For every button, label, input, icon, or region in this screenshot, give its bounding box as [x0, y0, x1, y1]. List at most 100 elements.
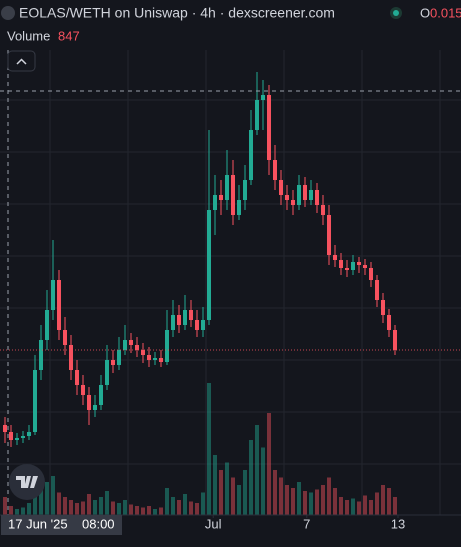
candle-body	[273, 160, 277, 180]
candle-body	[117, 350, 121, 365]
volume-bar	[87, 494, 91, 515]
volume-bar	[375, 492, 379, 515]
candle-body	[99, 385, 103, 405]
candle-body	[261, 95, 265, 100]
candle-body	[153, 358, 157, 360]
volume-bar	[105, 491, 109, 515]
candle-body	[225, 175, 229, 200]
volume-bar	[285, 485, 289, 515]
candle-body	[135, 345, 139, 350]
candle-body	[387, 315, 391, 330]
candle-body	[303, 185, 307, 200]
candle-body	[321, 205, 325, 215]
volume-bar	[315, 489, 319, 515]
candle-body	[57, 280, 61, 330]
candle-body	[309, 190, 313, 200]
volume-bar	[123, 500, 127, 515]
candle-body	[159, 358, 163, 362]
candle-body	[333, 255, 337, 260]
candle-body	[51, 280, 55, 310]
candle-body	[201, 320, 205, 330]
volume-bar	[273, 470, 277, 515]
volume-bar	[69, 500, 73, 515]
candle-body	[39, 340, 43, 370]
candle-body	[381, 300, 385, 315]
volume-bar	[141, 507, 145, 515]
candle-body	[81, 385, 85, 395]
volume-bar	[165, 488, 169, 515]
volume-bar	[171, 497, 175, 515]
candle-body	[189, 310, 193, 320]
volume-bar	[183, 494, 187, 515]
crosshair-time: 08:00	[82, 516, 115, 531]
candles	[3, 72, 397, 447]
candle-body	[249, 130, 253, 180]
volume-bar	[51, 476, 55, 515]
crosshair-date: 17 Jun '25	[8, 516, 68, 531]
crosshair-label-box	[1, 515, 122, 535]
candle-body	[195, 320, 199, 330]
candle-body	[219, 195, 223, 200]
chart-title: EOLAS/WETH on Uniswap · 4h · dexscreener…	[19, 5, 335, 21]
candle-body	[147, 355, 151, 360]
candle-body	[141, 350, 145, 355]
candle-body	[105, 360, 109, 385]
x-tick-label: 13	[391, 516, 405, 531]
volume-bar	[381, 485, 385, 515]
volume-bar	[117, 503, 121, 515]
candle-body	[213, 195, 217, 210]
candle-body	[171, 315, 175, 330]
candle-body	[345, 268, 349, 270]
volume-label: Volume	[7, 28, 50, 43]
candle-body	[315, 190, 319, 205]
volume-bar	[27, 503, 31, 515]
volume-bar	[9, 506, 13, 515]
volume-bar	[57, 492, 61, 515]
candle-body	[255, 100, 259, 130]
candle-body	[129, 340, 133, 345]
volume-bar	[261, 447, 265, 515]
candle-body	[111, 360, 115, 365]
candle-body	[69, 345, 73, 370]
volume-bar	[369, 500, 373, 515]
candle-body	[21, 436, 25, 438]
candle-body	[33, 370, 37, 432]
candle-body	[3, 425, 7, 432]
token-icon	[1, 6, 15, 20]
candle-body	[177, 315, 181, 325]
volume-bar	[303, 491, 307, 515]
volume-bar	[63, 497, 67, 515]
volume-bar	[345, 500, 349, 515]
candle-body	[93, 405, 97, 410]
volume-bar	[129, 504, 133, 515]
status-dot	[393, 10, 399, 16]
candle-body	[9, 432, 13, 440]
volume-bar	[309, 492, 313, 515]
volume-bar	[339, 497, 343, 515]
candle-body	[327, 215, 331, 255]
candle-body	[279, 180, 283, 195]
volume-bar	[207, 383, 211, 515]
volume-bar	[147, 506, 151, 515]
candle-body	[393, 330, 397, 350]
chevron-up-icon	[16, 58, 27, 65]
candle-body	[63, 330, 67, 345]
volume-bar	[33, 485, 37, 515]
collapse-button[interactable]	[7, 50, 36, 72]
x-tick-label: 7	[303, 516, 310, 531]
volume-bar	[201, 492, 205, 515]
candle-body	[165, 330, 169, 362]
candle-body	[87, 395, 91, 410]
volume-bar	[153, 509, 157, 515]
volume-bar	[243, 470, 247, 515]
candle-body	[207, 210, 211, 320]
volume-bar	[297, 482, 301, 515]
candle-body	[15, 438, 19, 440]
volume-bar	[357, 501, 361, 515]
tradingview-logo	[16, 476, 38, 488]
volume-bar	[249, 440, 253, 515]
candle-body	[285, 195, 289, 200]
candle-body	[27, 432, 31, 436]
